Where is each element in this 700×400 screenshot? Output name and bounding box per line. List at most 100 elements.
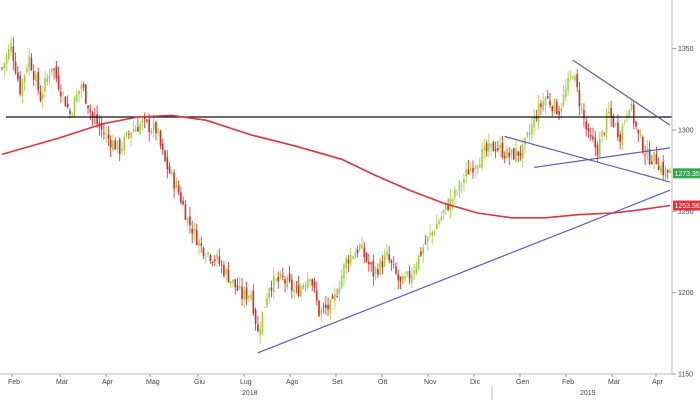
candle-body bbox=[173, 172, 175, 189]
candle-body bbox=[447, 205, 449, 211]
candle-body bbox=[132, 129, 135, 133]
candle-body bbox=[567, 77, 569, 91]
candle-body bbox=[82, 84, 85, 88]
candle-body bbox=[460, 185, 463, 186]
candle-body bbox=[275, 279, 277, 281]
candle-body bbox=[270, 287, 273, 291]
candle-body bbox=[57, 75, 60, 89]
candle-body bbox=[23, 75, 26, 82]
candle-body bbox=[485, 143, 488, 152]
candle-body bbox=[5, 55, 8, 65]
candle-body bbox=[21, 80, 24, 96]
candle-body bbox=[155, 122, 157, 134]
candle-body bbox=[300, 286, 302, 297]
candle-body bbox=[325, 304, 327, 308]
candle-body bbox=[89, 109, 92, 112]
candle-body bbox=[544, 97, 547, 106]
xtick-label: Mar bbox=[56, 379, 69, 386]
candle-body bbox=[311, 279, 314, 286]
candle-body bbox=[191, 229, 194, 234]
candle-body bbox=[651, 161, 653, 164]
candle-body bbox=[46, 77, 49, 83]
candle-body bbox=[374, 267, 377, 273]
candle-body bbox=[220, 264, 223, 266]
candle-body bbox=[48, 75, 51, 79]
candle-body bbox=[433, 232, 436, 233]
candle-body bbox=[390, 260, 393, 264]
candle-body bbox=[476, 166, 479, 170]
candle-body bbox=[71, 114, 73, 116]
candle-body bbox=[458, 181, 461, 191]
candle-body bbox=[612, 115, 615, 127]
xtick-label: Mag bbox=[146, 379, 160, 386]
candle-body bbox=[585, 121, 588, 130]
candle-body bbox=[488, 143, 490, 152]
candle-body bbox=[431, 231, 434, 236]
candle-body bbox=[320, 309, 323, 315]
candle-body bbox=[571, 77, 574, 79]
candle-body bbox=[648, 149, 651, 164]
candle-body bbox=[553, 99, 556, 113]
candle-body bbox=[551, 106, 554, 112]
candle-body bbox=[632, 104, 635, 124]
ytick-label: 1200 bbox=[678, 290, 694, 297]
candle-body bbox=[238, 285, 241, 289]
candle-body bbox=[370, 262, 372, 265]
ytick-label: 1300 bbox=[678, 128, 694, 135]
candle-body bbox=[358, 244, 361, 251]
candle-body bbox=[653, 151, 655, 162]
candle-body bbox=[490, 143, 492, 147]
candle-body bbox=[399, 276, 402, 282]
candle-body bbox=[463, 179, 465, 183]
candle-body bbox=[510, 149, 513, 155]
candle-body bbox=[508, 152, 511, 158]
candle-body bbox=[608, 111, 610, 114]
ytick-label: 1250 bbox=[678, 209, 694, 216]
candle-body bbox=[204, 257, 207, 259]
candle-body bbox=[481, 148, 483, 168]
candle-body bbox=[334, 293, 336, 301]
candle-body bbox=[666, 169, 669, 173]
candle-body bbox=[440, 216, 443, 221]
trendline bbox=[534, 147, 671, 169]
candle-body bbox=[426, 236, 429, 243]
candle-body bbox=[637, 129, 640, 134]
xtick-label: Ago bbox=[286, 379, 299, 386]
candle-body bbox=[248, 295, 250, 299]
candle-body bbox=[250, 294, 252, 300]
candle-body bbox=[454, 189, 456, 197]
trendline bbox=[572, 59, 671, 126]
candle-body bbox=[293, 289, 295, 293]
candle-body bbox=[456, 191, 458, 193]
candle-body bbox=[601, 130, 603, 137]
candle-body bbox=[232, 279, 234, 283]
candle-body bbox=[309, 279, 311, 282]
candle-body bbox=[623, 121, 626, 123]
candle-body bbox=[107, 134, 110, 139]
candle-body bbox=[397, 274, 400, 281]
candle-body bbox=[109, 139, 112, 148]
candle-body bbox=[501, 143, 504, 158]
candle-body bbox=[331, 295, 334, 299]
candle-body bbox=[252, 290, 255, 314]
candle-body bbox=[236, 285, 239, 291]
candle-body bbox=[123, 136, 126, 152]
candle-body bbox=[41, 94, 44, 99]
year-label-2019: 2019 bbox=[580, 390, 596, 397]
candle-body bbox=[519, 153, 522, 156]
candle-body bbox=[562, 94, 565, 106]
candle-body bbox=[465, 169, 468, 176]
candle-body bbox=[80, 85, 83, 89]
candle-body bbox=[60, 91, 62, 97]
candle-body bbox=[512, 148, 515, 160]
candle-body bbox=[209, 255, 212, 261]
candle-body bbox=[420, 251, 422, 256]
candle-body bbox=[30, 57, 33, 71]
candle-body bbox=[368, 261, 370, 265]
candle-body bbox=[617, 122, 619, 138]
candle-body bbox=[125, 132, 128, 137]
candle-body bbox=[193, 228, 196, 232]
candle-body bbox=[134, 128, 137, 132]
ytick-label: 1150 bbox=[678, 372, 693, 379]
candle-body bbox=[549, 100, 551, 106]
